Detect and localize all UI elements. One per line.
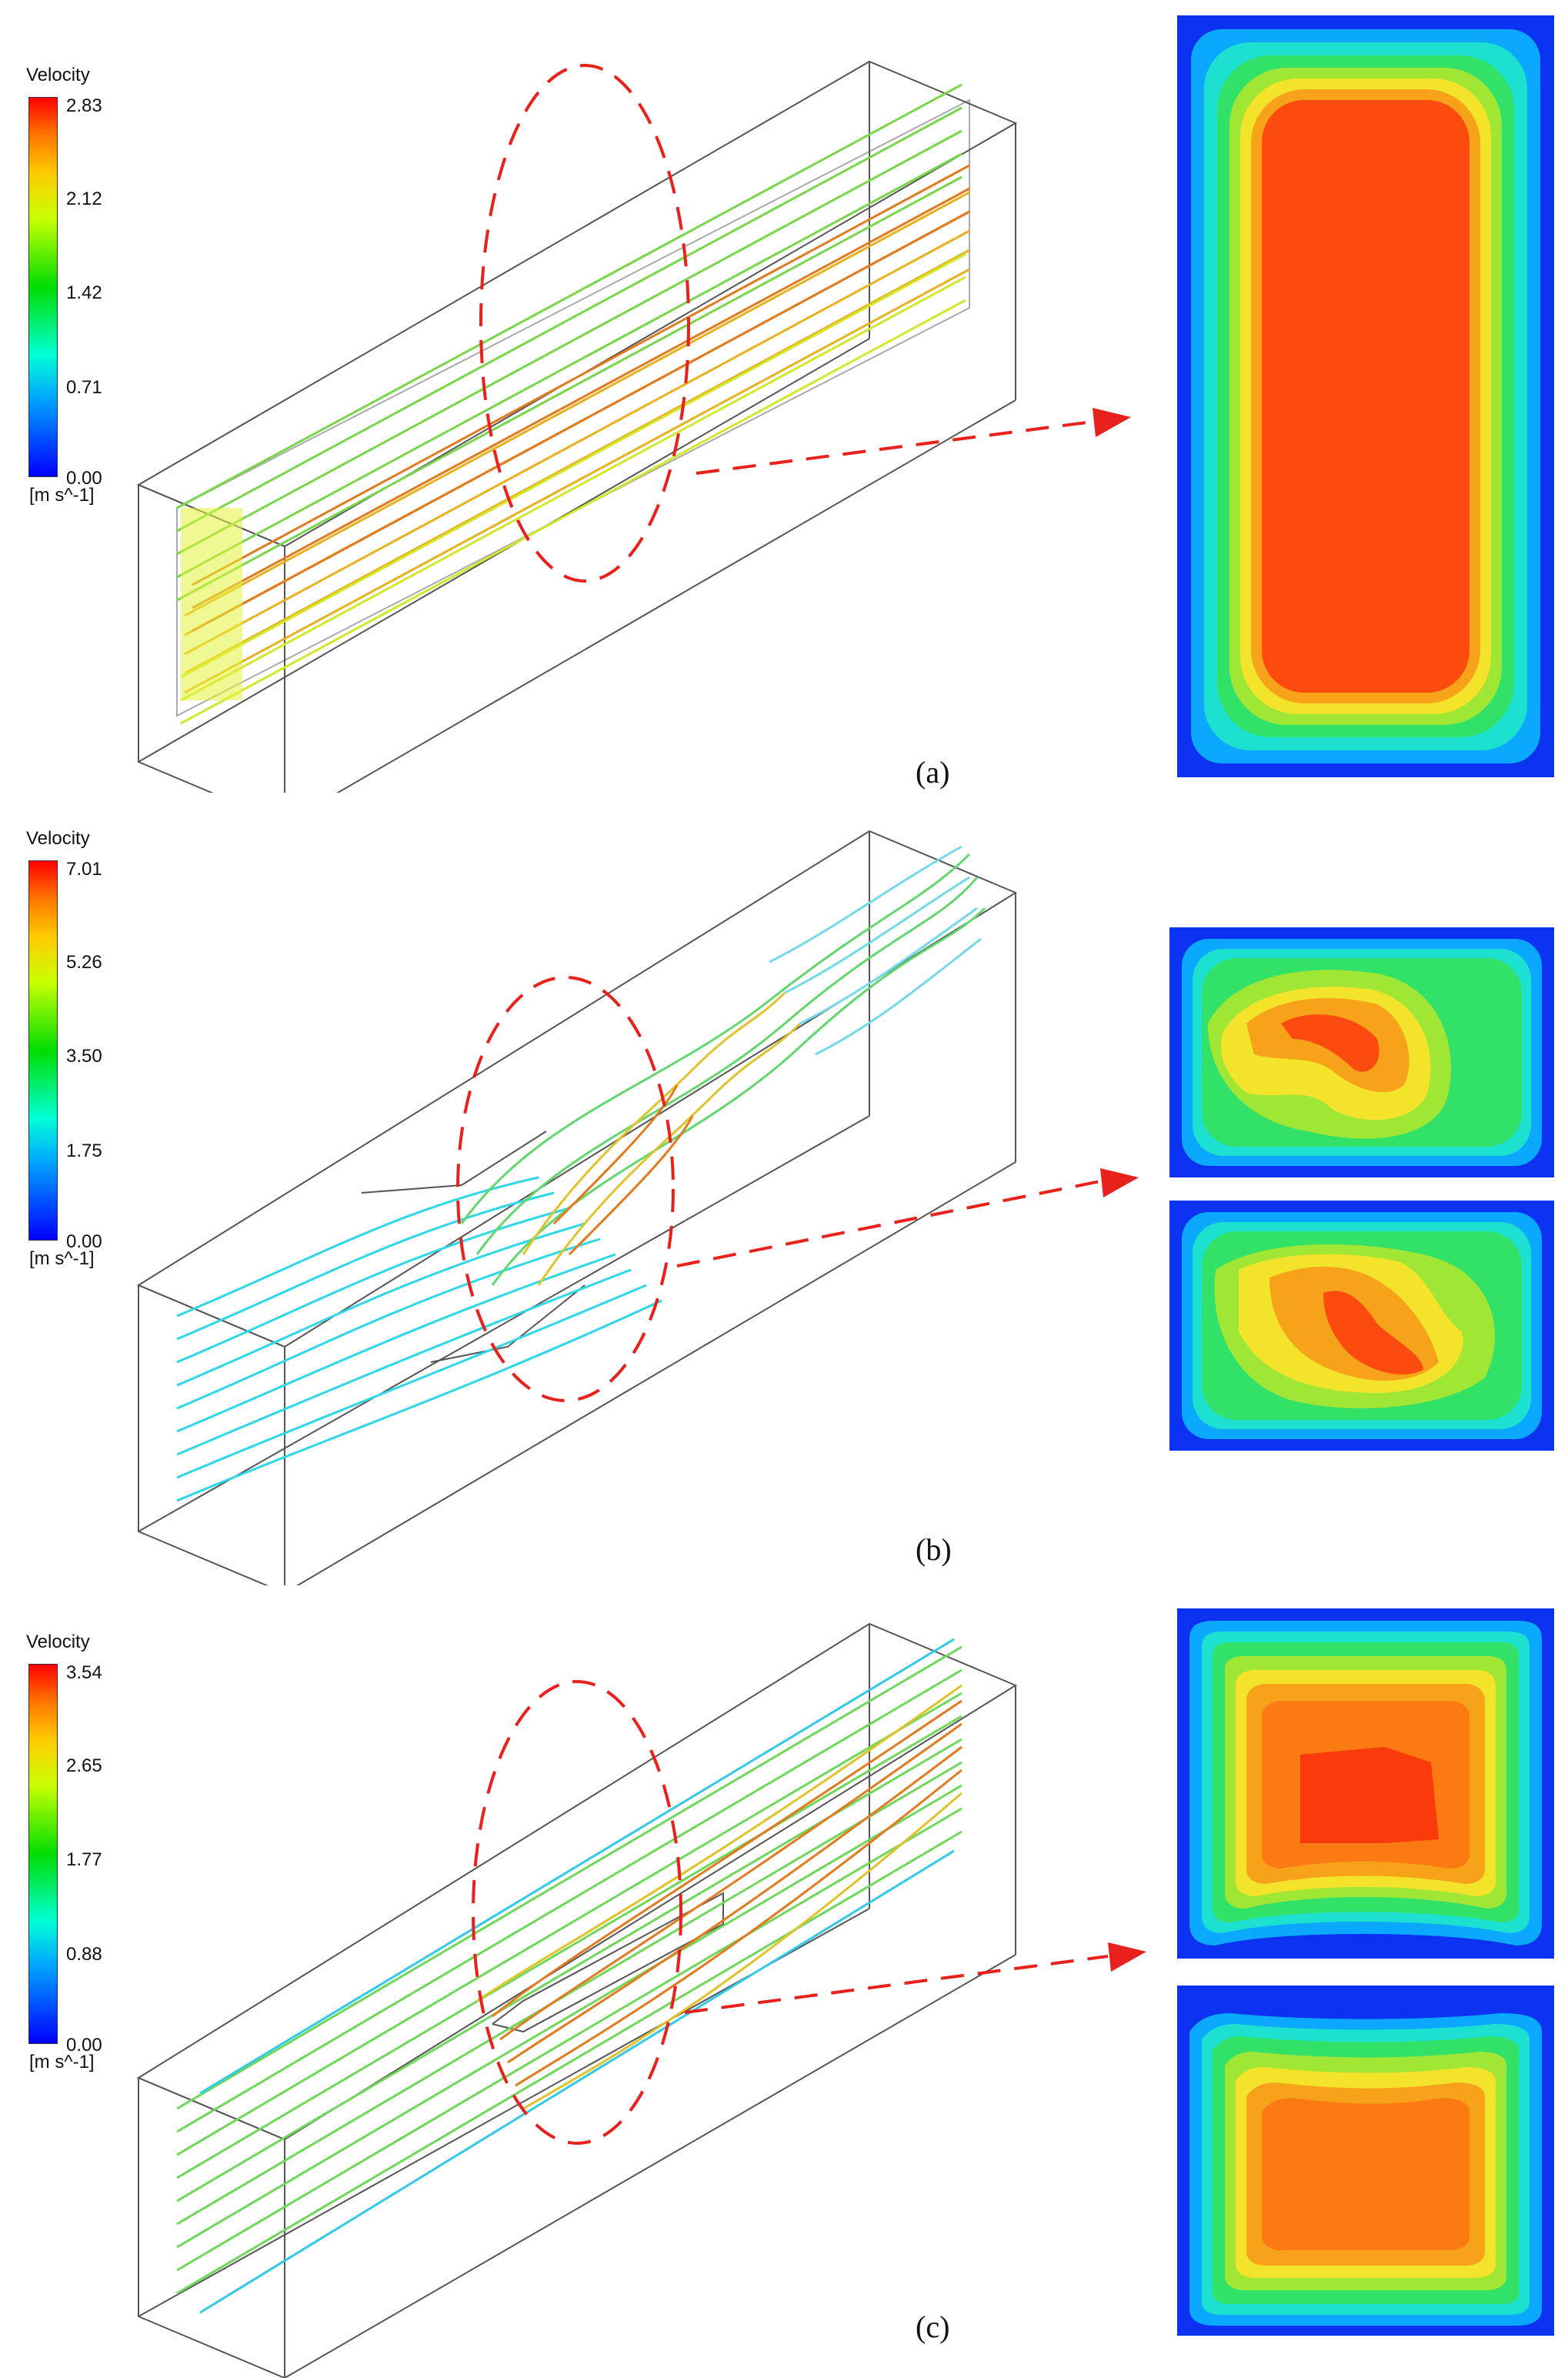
arrow-head (1108, 1942, 1146, 1972)
tick-label: 0.88 (66, 1944, 102, 1965)
tick-label: 0.00 (66, 1231, 102, 1252)
colorbar (28, 1664, 58, 2044)
tick-label: 2.83 (66, 95, 102, 116)
colorbar (28, 97, 58, 477)
legend-title: Velocity (26, 828, 90, 849)
cross-section-contour-lower (1177, 1986, 1554, 2336)
arrow-head (1093, 408, 1131, 437)
unit-label: [m s^-1] (29, 1248, 95, 1269)
tick-label: 2.65 (66, 1755, 102, 1776)
cross-section-contour (1177, 15, 1554, 777)
diagram-c (136, 1608, 1554, 2378)
diagram-a (136, 15, 1554, 793)
cross-section-contour-upper (1177, 1608, 1554, 1959)
annotation (456, 976, 1101, 1402)
tick-label: 3.50 (66, 1046, 102, 1067)
arrow-head (1100, 1168, 1139, 1197)
unit-label: [m s^-1] (29, 485, 95, 506)
annotation (472, 1680, 1109, 2145)
legend-title: Velocity (26, 65, 90, 85)
panel-caption: (b) (916, 1532, 952, 1567)
streamlines (176, 1638, 962, 2314)
streamlines (176, 83, 970, 725)
legend-title: Velocity (26, 1632, 90, 1652)
tick-label: 0.00 (66, 2035, 102, 2056)
cross-section-contour-upper (1169, 927, 1554, 1177)
unit-label: [m s^-1] (29, 2052, 95, 2072)
channel-wireframe (136, 830, 1018, 1585)
tick-label: 0.71 (66, 377, 102, 398)
tick-label: 1.42 (66, 282, 102, 303)
colorbar (28, 860, 58, 1241)
panel-caption: (a) (916, 755, 950, 790)
tick-label: 7.01 (66, 859, 102, 880)
tick-label: 1.75 (66, 1141, 102, 1161)
tick-label: 1.77 (66, 1849, 102, 1870)
channel-wireframe (136, 1622, 1018, 2378)
velocity-legend-c: Velocity 3.54 2.65 1.77 0.88 0.00 [m s^-… (26, 1632, 180, 2093)
diagram-b (136, 830, 1554, 1585)
panel-a: Velocity 2.83 2.12 1.42 0.71 0.00 [m s^-… (0, 0, 1568, 793)
velocity-legend-a: Velocity 2.83 2.12 1.42 0.71 0.00 [m s^-… (26, 65, 180, 526)
tick-label: 2.12 (66, 189, 102, 209)
panel-c: Velocity 3.54 2.65 1.77 0.88 0.00 [m s^-… (0, 1585, 1568, 2378)
panel-b: Velocity 7.01 5.26 3.50 1.75 0.00 [m s^-… (0, 793, 1568, 1585)
annotation (479, 64, 1093, 583)
tick-label: 3.54 (66, 1662, 102, 1683)
streamlines (176, 845, 986, 1502)
tick-label: 5.26 (66, 952, 102, 973)
panel-caption: (c) (916, 2310, 950, 2344)
channel-wireframe (136, 60, 1018, 793)
cross-section-contour-lower (1169, 1201, 1554, 1451)
tick-label: 0.00 (66, 468, 102, 489)
velocity-legend-b: Velocity 7.01 5.26 3.50 1.75 0.00 [m s^-… (26, 828, 180, 1290)
